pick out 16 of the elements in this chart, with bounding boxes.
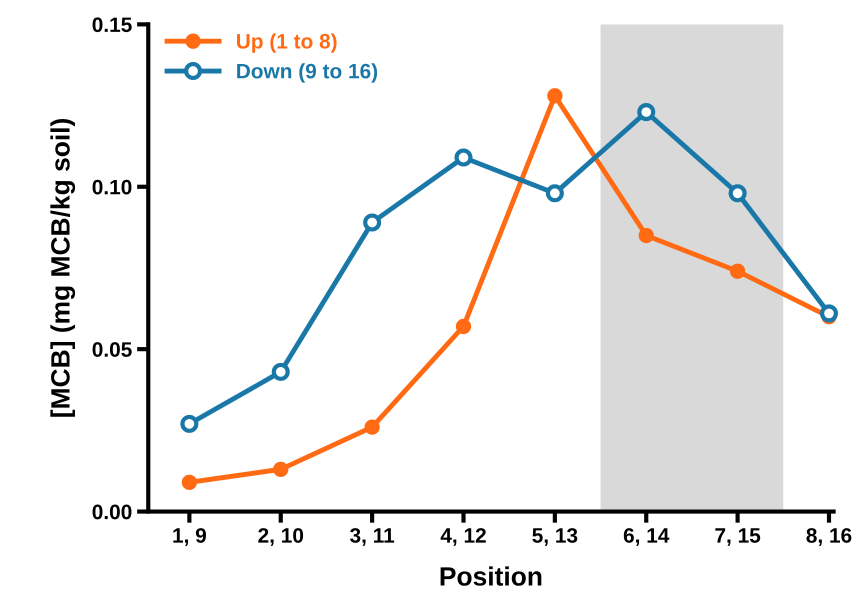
x-tick-label: 2, 10 xyxy=(258,528,304,546)
y-tick-label: 0.15 xyxy=(92,17,132,32)
x-tick-label: 7, 15 xyxy=(715,528,760,546)
y-tick-label: 0.00 xyxy=(92,504,132,520)
y-tick-label: 0.10 xyxy=(92,180,132,195)
legend-label: Up (1 to 8) xyxy=(237,33,337,53)
y-axis-title: [MCB] (mg MCB/kg soil) xyxy=(50,119,76,417)
legend-label: Down (9 to 16) xyxy=(237,63,378,83)
x-tick-label: 5, 13 xyxy=(532,528,578,546)
x-tick-label: 6, 14 xyxy=(624,528,670,546)
x-tick-label: 4, 12 xyxy=(440,528,486,546)
x-axis-title: Position xyxy=(440,566,542,586)
y-tick-label: 0.05 xyxy=(92,342,132,357)
x-tick-label: 3, 11 xyxy=(350,528,394,546)
x-tick-label: 1, 9 xyxy=(173,528,206,546)
x-tick-label: 8, 16 xyxy=(806,528,852,546)
